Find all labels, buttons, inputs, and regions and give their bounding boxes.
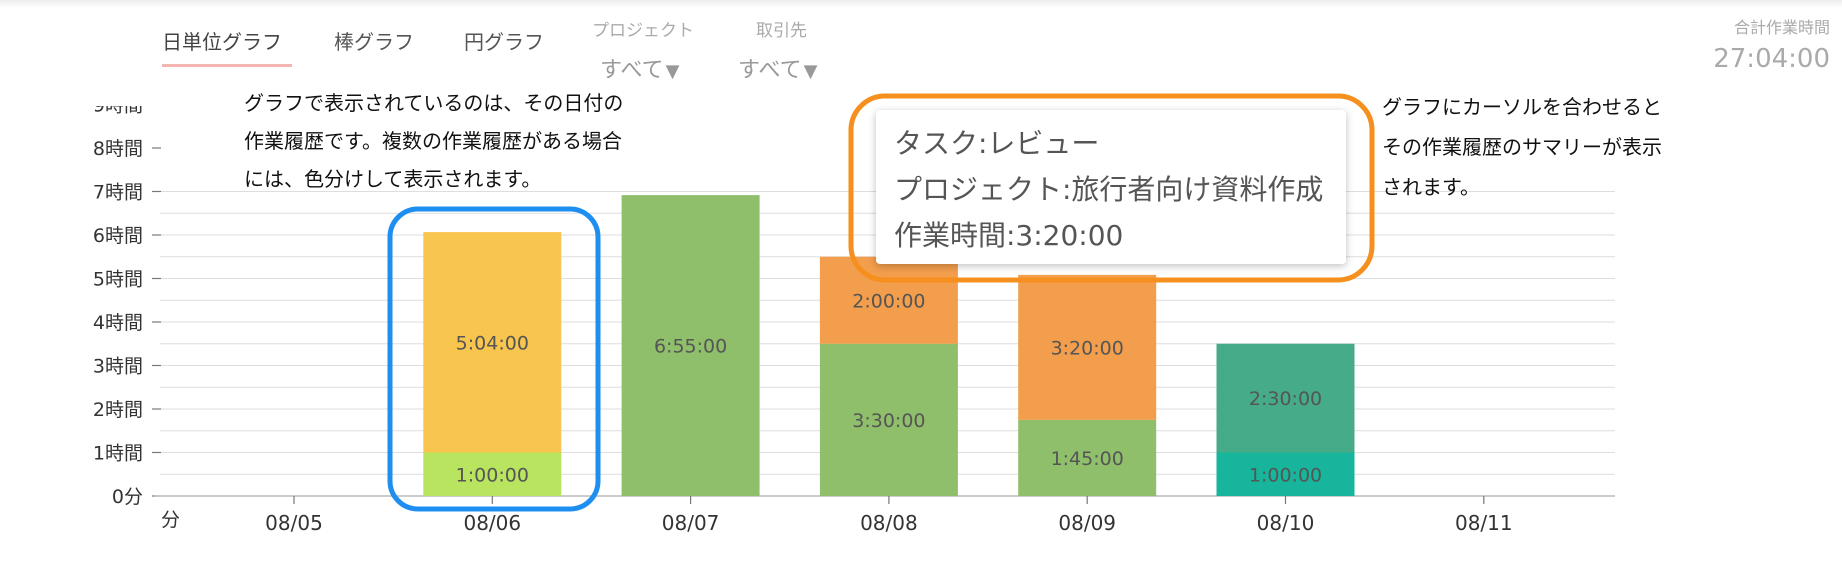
active-tab-underline	[162, 64, 292, 67]
annotation-left-line-1: グラフで表示されているのは、その日付の	[244, 91, 624, 115]
x-tick-label: 08/09	[1058, 511, 1116, 535]
bar-segment-08/06-0	[423, 452, 562, 496]
caret-down-icon: ▼	[665, 61, 680, 82]
x-tick-label: 08/11	[1455, 511, 1513, 535]
blue-highlight-box	[387, 206, 601, 512]
bar-segment-08/10-1	[1216, 343, 1355, 453]
bar-tooltip: タスク:レビュー プロジェクト:旅行者向け資料作成 作業時間:3:20:00	[876, 110, 1346, 264]
bar-segment-08/08-0	[819, 343, 958, 496]
bar-data-label: 3:20:00	[1051, 337, 1124, 359]
annotation-right-line-1: グラフにカーソルを合わせると	[1382, 95, 1662, 119]
y-tick-label: 8時間	[93, 138, 143, 160]
total-time-value: 27:04:00	[1713, 44, 1830, 74]
project-filter-value: すべて	[600, 58, 664, 83]
y-tick-label: 4時間	[93, 312, 143, 334]
x-tick-label: 08/07	[662, 511, 720, 535]
y-tick-label: 2時間	[93, 399, 143, 421]
bar-data-label: 2:30:00	[1249, 388, 1322, 410]
bar-data-label: 1:00:00	[1249, 464, 1322, 486]
project-filter-label: プロジェクト	[592, 21, 694, 41]
tab-bar-graph[interactable]: 棒グラフ	[334, 30, 414, 54]
top-shadow	[0, 0, 1842, 8]
bar-data-label: 6:55:00	[654, 336, 727, 358]
y-tick-label: 3時間	[93, 356, 143, 378]
x-tick-label: 08/05	[265, 511, 323, 535]
bar-segment-08/09-1	[1018, 274, 1157, 420]
client-filter-label: 取引先	[756, 21, 807, 41]
x-tick-label: 08/08	[860, 511, 918, 535]
y-unit-label: 分	[161, 509, 180, 531]
annotation-left-line-2: 作業履歴です。複数の作業履歴がある場合	[244, 129, 622, 153]
y-tick-label: 0分	[112, 486, 143, 508]
bar-segment-08/09-0	[1018, 419, 1157, 496]
y-tick-label: 5時間	[93, 269, 143, 291]
bar-data-label: 3:30:00	[852, 410, 925, 432]
client-filter-value: すべて	[738, 58, 802, 83]
project-filter-select[interactable]: すべて ▼	[600, 52, 679, 84]
bar-data-label: 1:00:00	[456, 464, 529, 486]
x-tick-label: 08/10	[1257, 511, 1315, 535]
tab-daily-graph[interactable]: 日単位グラフ	[162, 30, 282, 54]
bar-segment-08/08-1	[819, 256, 958, 344]
caret-down-icon: ▼	[803, 61, 818, 82]
tab-pie-graph[interactable]: 円グラフ	[464, 30, 544, 54]
annotation-right-line-3: されます。	[1382, 175, 1480, 199]
y-tick-label: 1時間	[93, 443, 143, 465]
bar-segment-08/10-0	[1216, 452, 1355, 496]
bar-segment-08/07-0	[621, 195, 760, 497]
bar-data-label: 5:04:00	[456, 332, 529, 354]
total-time-label: 合計作業時間	[1733, 18, 1830, 37]
x-tick-label: 08/06	[463, 511, 521, 535]
annotation-right-line-2: その作業履歴のサマリーが表示	[1382, 135, 1662, 159]
tooltip-time: 作業時間:3:20:00	[894, 219, 1124, 252]
y-tick-label: 6時間	[93, 225, 143, 247]
bar-segment-08/06-1	[423, 232, 562, 453]
orange-highlight-box	[848, 93, 1375, 283]
tooltip-task: タスク:レビュー	[894, 127, 1100, 160]
y-tick-label: 7時間	[93, 182, 143, 204]
y-tick-label: 9時間	[93, 95, 143, 117]
annotation-left-line-3: には、色分けして表示されます。	[244, 167, 542, 191]
client-filter-select[interactable]: すべて ▼	[738, 52, 817, 84]
bar-data-label: 1:45:00	[1051, 448, 1124, 470]
bar-data-label: 2:00:00	[852, 290, 925, 312]
tooltip-project: プロジェクト:旅行者向け資料作成	[894, 173, 1324, 206]
